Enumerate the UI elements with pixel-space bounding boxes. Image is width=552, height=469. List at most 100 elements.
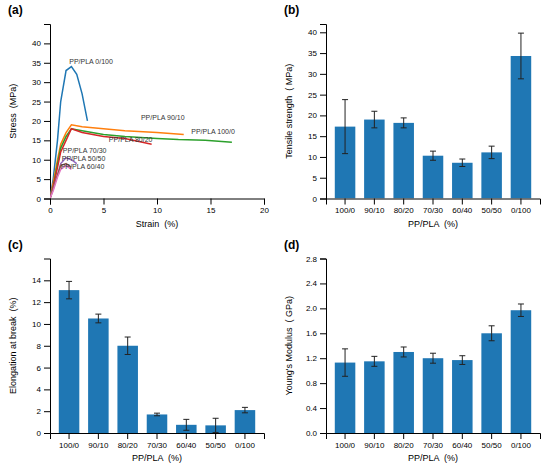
error-bar [342,349,348,376]
tick-mark [98,433,99,439]
y-axis: 02468101214 [32,259,50,438]
tick-label: 5 [102,206,107,215]
tick-mark [44,82,50,83]
tick: 100/0 [335,199,356,216]
tick-mark [44,43,50,44]
tick-label: 60/40 [452,206,473,215]
tick-label: 5 [313,174,318,183]
tick-label: 2 [37,407,42,416]
annotation: PP/PLA 70/30 [63,147,107,154]
tick: 2 [37,407,50,416]
plot-area [59,281,255,433]
tick: 1.6 [306,329,326,338]
tick-label: 20 [308,111,317,120]
tick: 0 [37,429,50,438]
panel: 02468101214100/090/1080/2070/3060/4050/5… [8,238,265,464]
tick: 35 [308,49,326,58]
tick-label: 90/10 [364,441,385,450]
tick: 0 [313,195,326,204]
tick: 100/0 [335,433,356,450]
tick-label: 2.8 [306,255,318,264]
tick-mark [127,433,128,439]
tick-mark [186,433,187,439]
bar [364,120,385,199]
tick: 20 [32,117,50,126]
tick: 0/100 [235,433,256,450]
tick-mark [157,433,158,439]
tick-label: 0 [48,206,53,215]
error-bar [95,314,101,323]
tick: 90/10 [364,199,385,216]
bar [393,123,414,199]
x-axis-line [327,199,541,205]
x-axis-title: PP/PLA (%) [408,219,458,229]
bar [481,152,502,198]
x-axis-line [51,199,265,205]
tick: 10 [153,199,162,216]
tick-label: 4 [37,385,42,394]
tick-mark [244,433,245,439]
line [50,125,184,199]
tick-mark [320,259,326,260]
tick-mark [320,32,326,33]
tick-label: 30 [32,78,41,87]
tick-label: 100/0 [59,441,80,450]
tick-label: 60/40 [452,441,473,450]
tick-label: 20 [260,206,269,215]
tick: 12 [32,298,50,307]
tick-mark [320,53,326,54]
x-axis-title: PP/PLA (%) [408,453,458,463]
tick: 80/20 [394,433,415,450]
tick-mark [44,346,50,347]
tick-label: 5 [37,175,42,184]
tick: 2.4 [306,279,326,288]
tick-label: 25 [32,98,41,107]
line [50,129,232,199]
tick-label: 25 [308,91,317,100]
tick-mark [44,433,50,434]
tick-label: 60/40 [176,441,197,450]
tick-mark [157,199,158,205]
y-axis-title: Tensile strength ( MPa) [284,64,294,159]
annotation: PP/PLA 60/40 [61,163,105,170]
panel: 0.00.40.81.21.62.02.42.8100/090/1080/207… [284,238,541,464]
tick-mark [264,199,265,205]
annotation: PP/PLA 90/10 [141,114,185,121]
bar [423,156,444,199]
x-axis-line [327,434,541,440]
tick: 1.2 [306,354,326,363]
tick: 25 [308,91,326,100]
bar [511,310,532,433]
tick: 0 [48,199,53,216]
tick: 80/20 [118,433,139,450]
error-bar [430,151,436,160]
tick-label: 40 [308,28,317,37]
tick-label: 35 [32,59,41,68]
line [50,129,152,199]
panel: 0510152025303540100/090/1080/2070/3060/4… [284,3,541,229]
tick: 40 [308,28,326,37]
tick-label: 35 [308,49,317,58]
panel-label: (c) [8,238,23,252]
plot-area [335,33,531,198]
x-axis: 100/090/1080/2070/3060/4050/500/100 [51,433,265,450]
y-axis: 0510152025303540 [32,25,50,204]
tick-mark [44,324,50,325]
bar [393,352,414,433]
tick: 80/20 [394,199,415,216]
tick-label: 1.6 [306,329,318,338]
error-bar [125,337,131,354]
tick-label: 0/100 [235,441,256,450]
tick-label: 0.0 [306,429,318,438]
tick: 25 [32,98,50,107]
error-bar [489,326,495,341]
tick-mark [374,433,375,439]
annotation: PP/PLA 80/20 [109,136,153,143]
tick: 100/0 [59,433,80,450]
tick: 15 [32,136,50,145]
x-axis: 05101520 [48,199,269,216]
tick: 20 [260,199,269,216]
tick-mark [320,408,326,409]
tick-mark [320,358,326,359]
tick: 5 [313,174,326,183]
